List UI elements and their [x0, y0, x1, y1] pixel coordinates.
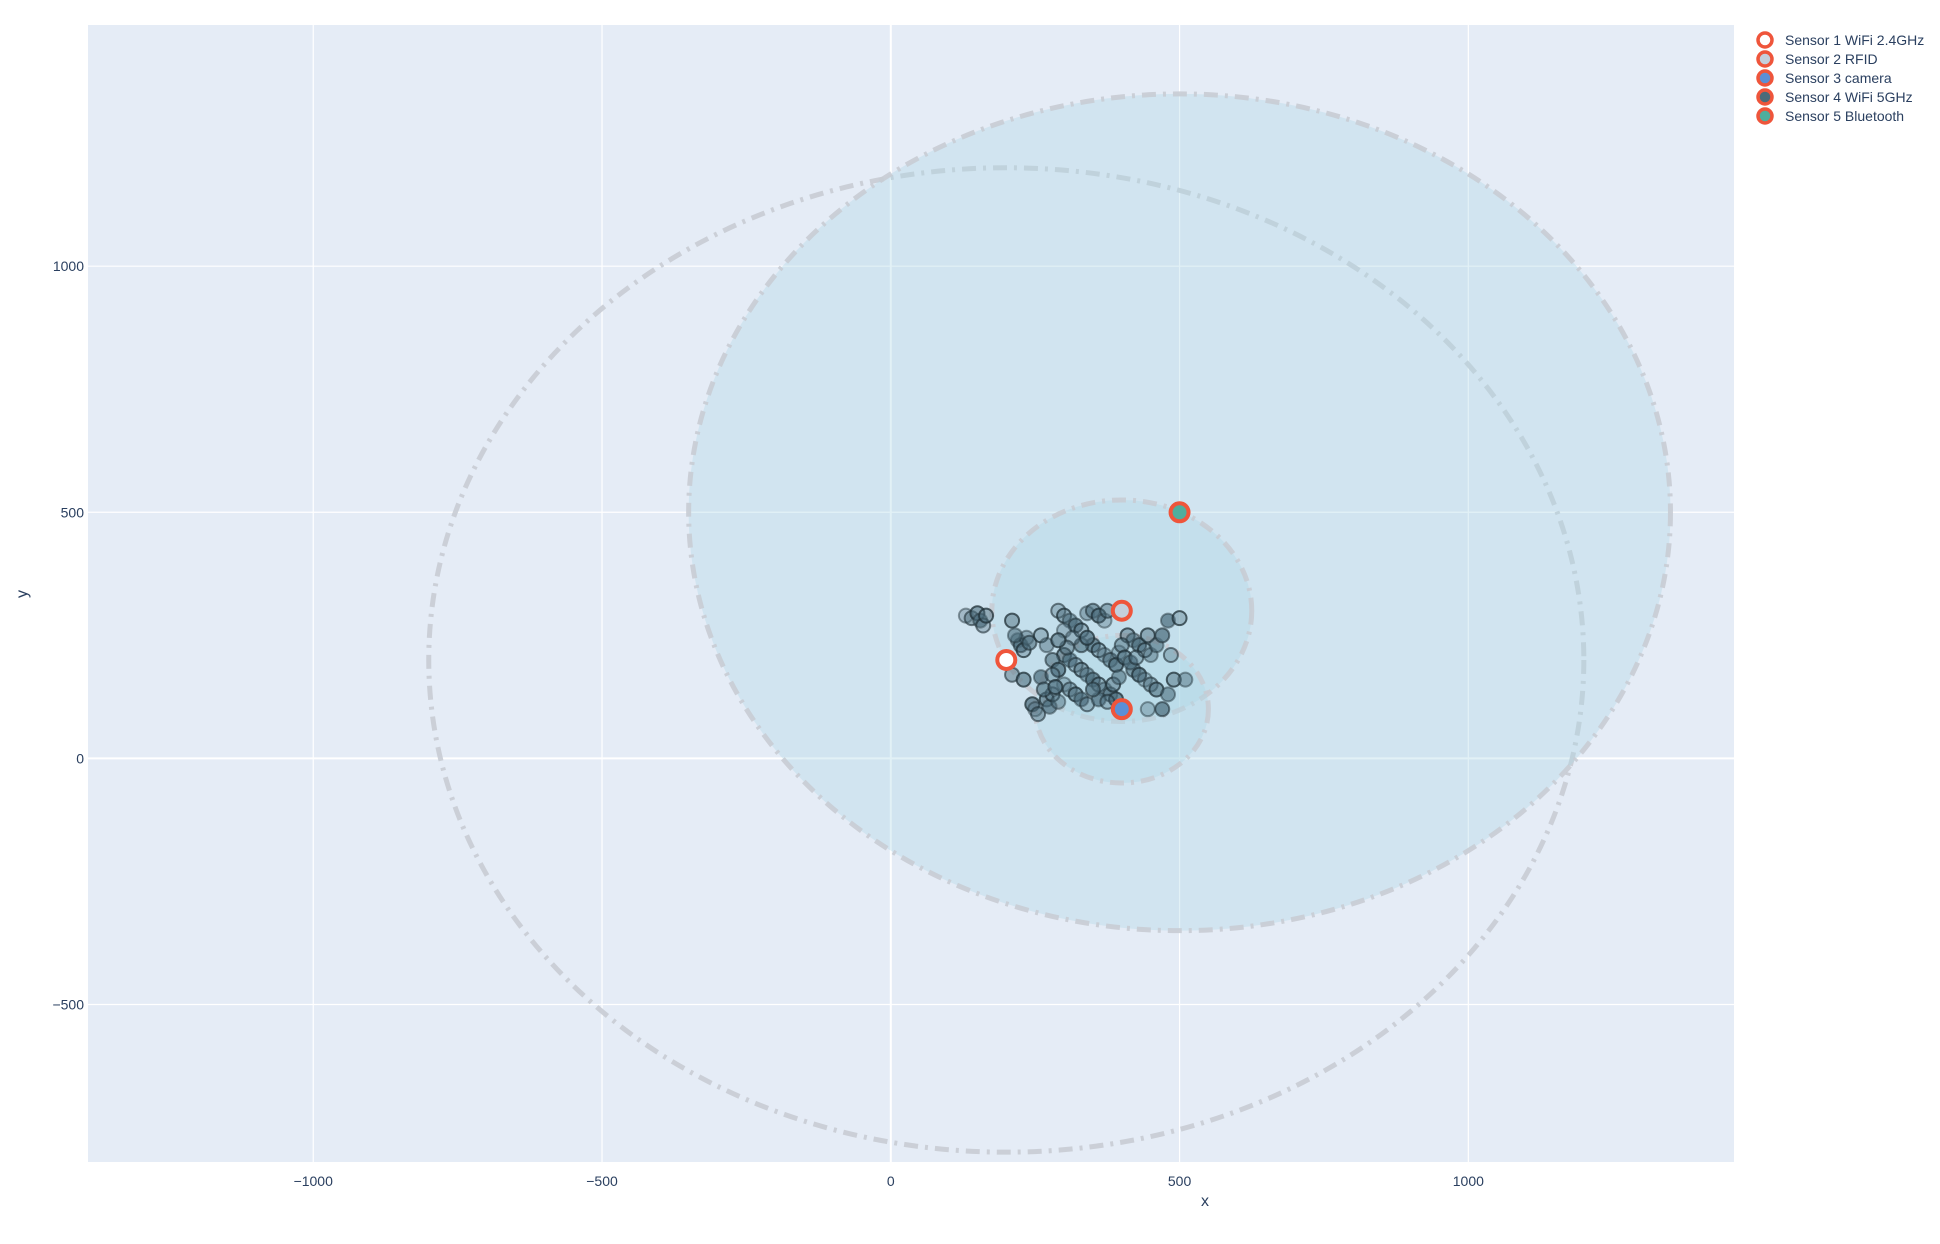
- tick-labels: −1000 −500 0 500 1000 −500 0 500 1000: [52, 258, 1484, 1189]
- legend-label[interactable]: Sensor 2 RFID: [1785, 51, 1878, 67]
- detection-point: [1139, 701, 1156, 718]
- legend-label[interactable]: Sensor 5 Bluetooth: [1785, 108, 1904, 124]
- y-tick-label: 1000: [53, 258, 84, 274]
- detection-point: [1032, 627, 1049, 644]
- y-tick-label: 500: [61, 504, 85, 520]
- x-tick-label: 0: [887, 1173, 895, 1189]
- detection-point: [1154, 627, 1171, 644]
- detection-point: [1050, 693, 1067, 710]
- detection-point: [1162, 647, 1179, 664]
- y-axis-title: y: [14, 590, 31, 598]
- detection-point: [1079, 629, 1096, 646]
- sensor-markers: [995, 501, 1191, 721]
- detection-point: [1165, 671, 1182, 688]
- detection-point: [978, 607, 995, 624]
- detection-point: [1004, 612, 1021, 629]
- detection-point: [1160, 686, 1177, 703]
- detection-point: [1006, 627, 1023, 644]
- sensor-marker[interactable]: [1110, 599, 1133, 622]
- legend-label[interactable]: Sensor 4 WiFi 5GHz: [1785, 89, 1913, 105]
- detection-point: [1021, 634, 1038, 651]
- legend-marker[interactable]: [1756, 31, 1774, 49]
- x-tick-label: −500: [586, 1173, 618, 1189]
- coverage-circle: [426, 165, 1587, 1155]
- detection-point: [1090, 607, 1107, 624]
- y-tick-label: 0: [76, 750, 84, 766]
- detection-point: [1110, 669, 1127, 686]
- detections: [957, 602, 1194, 723]
- detection-point: [1131, 666, 1148, 683]
- detection-point: [1090, 642, 1107, 659]
- legend-marker[interactable]: [1756, 107, 1774, 125]
- detection-point: [1084, 681, 1101, 698]
- detection-point: [1177, 671, 1194, 688]
- y-tick-label: −500: [52, 996, 84, 1012]
- detection-point: [1160, 612, 1177, 629]
- x-tick-label: 1000: [1453, 1173, 1484, 1189]
- detection-point: [1154, 701, 1171, 718]
- x-tick-label: −1000: [294, 1173, 334, 1189]
- plot-background: [88, 25, 1734, 1162]
- detection-point: [1015, 671, 1032, 688]
- legend-label[interactable]: Sensor 1 WiFi 2.4GHz: [1785, 32, 1924, 48]
- sensor-marker[interactable]: [995, 648, 1018, 671]
- x-tick-label: 500: [1168, 1173, 1192, 1189]
- legend-marker[interactable]: [1756, 88, 1774, 106]
- legend[interactable]: Sensor 1 WiFi 2.4GHz Sensor 2 RFID Sensor …: [1756, 31, 1924, 125]
- x-axis-title: x: [1201, 1193, 1209, 1210]
- detection-point: [1050, 632, 1067, 649]
- detection-point: [1030, 706, 1047, 723]
- detection-point: [1171, 610, 1188, 627]
- legend-marker[interactable]: [1756, 50, 1774, 68]
- sensor-marker[interactable]: [1168, 501, 1191, 524]
- plot-area: [426, 91, 1673, 1155]
- detection-point: [1128, 649, 1145, 666]
- legend-marker[interactable]: [1756, 69, 1774, 87]
- detection-point: [1047, 679, 1064, 696]
- legend-label[interactable]: Sensor 3 camera: [1785, 70, 1892, 86]
- sensor-marker[interactable]: [1110, 698, 1133, 721]
- grid-lines: [88, 25, 1734, 1162]
